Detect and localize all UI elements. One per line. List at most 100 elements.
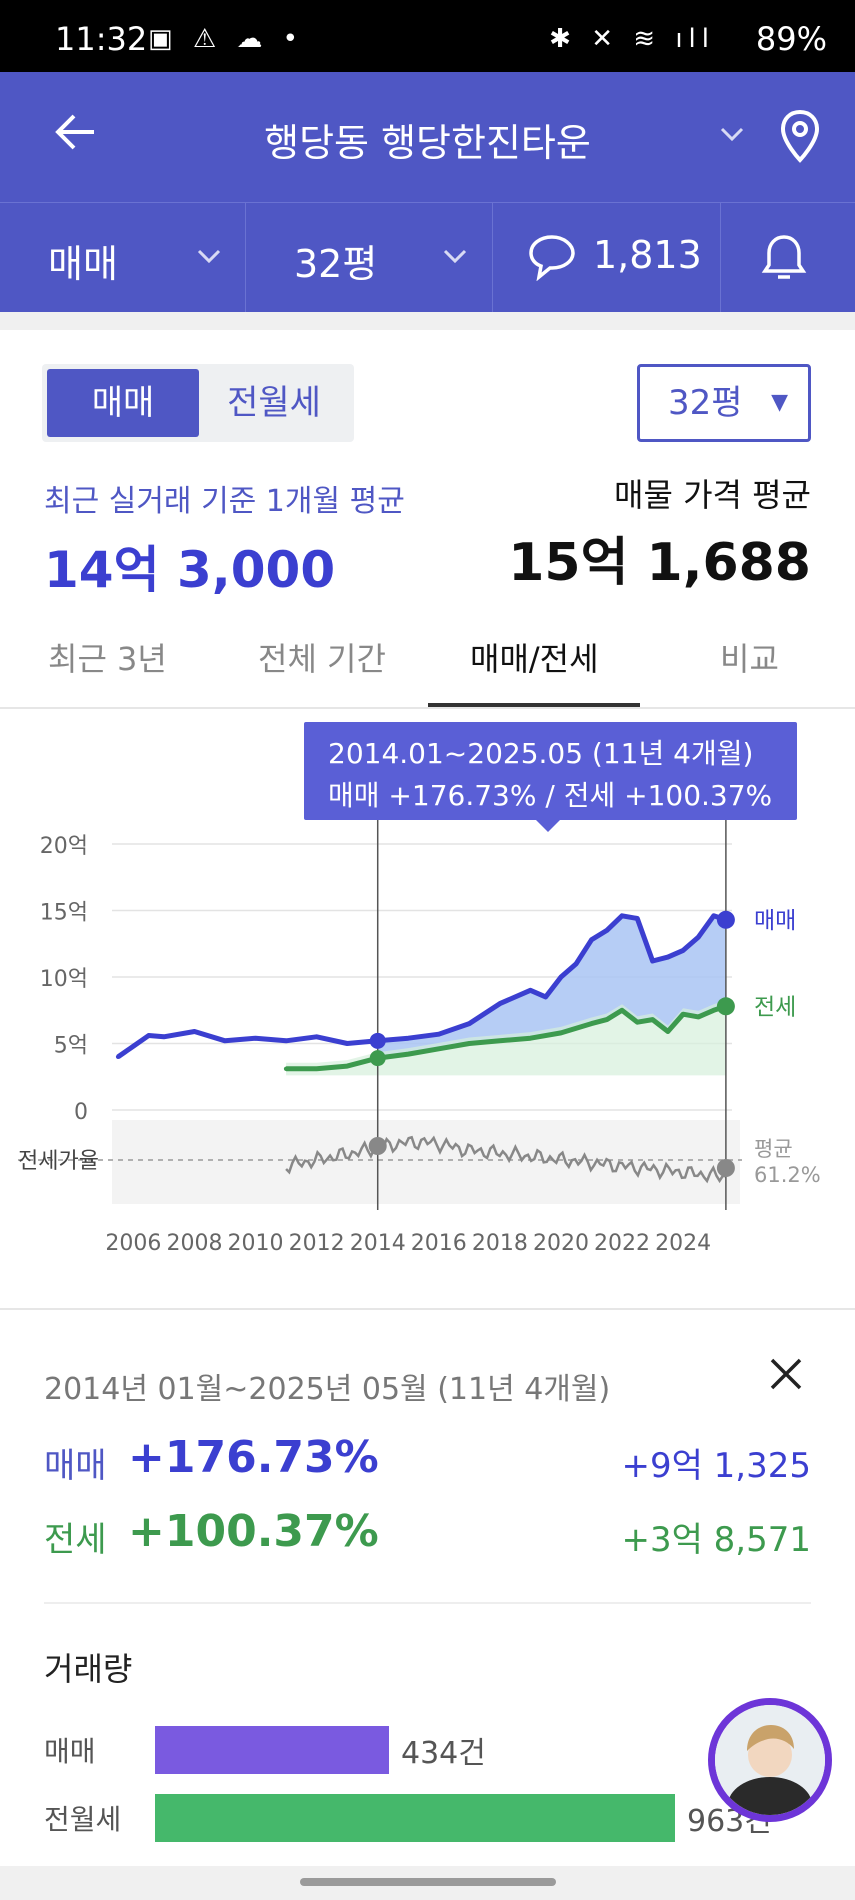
sale-point [619,913,625,919]
x-tick-label: 2014 [350,1231,406,1256]
sale-point [604,928,609,933]
sale-point [574,961,579,966]
sale-point [528,988,533,993]
trade-type-dropdown[interactable]: 매매 [0,203,246,313]
jeonse-change-label: 전세 [44,1520,107,1560]
pyeong-dropdown[interactable]: 32평 [246,203,493,313]
comments-button[interactable]: 1,813 [493,203,721,313]
sale-point [543,994,548,1000]
status-bar: 11:32 ▣ ⚠ ☁ • ✱ ✕ ≋ ıll 89% [0,0,855,72]
trade-type-label: 매매 [48,242,118,286]
page-title[interactable]: 행당동 행당한진타운 [264,121,591,165]
agent-avatar-button[interactable] [708,1698,832,1822]
jeonse-point [436,1046,441,1052]
jeonse-point [619,1008,625,1013]
home-indicator[interactable] [300,1878,556,1886]
tooltip-range: 2014.01~2025.05 (11년 4개월) [328,737,754,770]
sale-point [711,913,716,919]
ratio-label: 전세가율 [18,1149,99,1174]
chevron-down-icon[interactable] [718,120,746,150]
y-tick-label: 0 [74,1100,88,1125]
detail-range: 2014년 01월~2025년 05월 (11년 4개월) [44,1372,611,1407]
volume-rent-bar [155,1794,675,1842]
jeonse-end-label: 전세 [754,994,796,1020]
y-tick-label: 5억 [54,1034,88,1059]
sale-point [558,974,564,980]
jeonse-point [406,1051,411,1057]
jeonse-point [635,1020,640,1025]
sale-change-pct: +176.73% [128,1432,379,1483]
sale-point [680,948,686,953]
x-tick-label: 2022 [594,1231,650,1256]
sale-point [650,958,655,964]
listing-price-value: 15억 1,688 [508,533,811,593]
volume-rent-label: 전월세 [44,1803,122,1836]
back-arrow-icon[interactable] [50,106,102,171]
sale-end-marker [716,910,735,929]
sale-point [115,1054,121,1059]
jeonse-point [696,1014,701,1020]
x-tick-label: 2016 [411,1231,467,1256]
y-tick-label: 15억 [40,901,88,926]
pyeong-select-label: 32평 [668,383,743,423]
section-divider [44,1602,811,1604]
app-header: 행당동 행당한진타운 [0,72,855,202]
trade-toggle: 매매 전월세 [42,364,354,442]
notification-icons: ▣ ⚠ ☁ • [148,24,305,54]
jeonse-point [665,1029,671,1034]
toggle-rent[interactable]: 전월세 [227,383,321,423]
tab-recent-3y[interactable]: 최근 3년 [48,640,167,678]
sale-point [222,1038,228,1044]
jeonse-point [497,1038,503,1044]
volume-sale-label: 매매 [44,1735,96,1768]
jeonse-point [344,1063,350,1069]
pyeong-label: 32평 [294,242,378,286]
ratio-panel-bg [112,1120,740,1204]
close-icon[interactable] [766,1354,806,1405]
active-tab-indicator [428,703,640,707]
tab-sale-jeonse[interactable]: 매매/전세 [470,640,599,678]
sale-point [406,1035,411,1041]
sale-point [283,1038,289,1044]
sale-point [696,934,701,940]
sale-start-marker [369,1032,386,1049]
x-tick-label: 2010 [228,1231,284,1256]
jeonse-change-pct: +100.37% [128,1506,379,1557]
sale-point [436,1031,441,1037]
recent-price-label: 최근 실거래 기준 1개월 평균 [44,484,405,519]
x-tick-label: 2020 [533,1231,589,1256]
jeonse-point [467,1041,472,1046]
volume-title: 거래량 [44,1650,133,1688]
sale-point [635,916,640,921]
sale-point [161,1034,167,1040]
jeonse-point [680,1012,686,1017]
tab-compare[interactable]: 비교 [720,640,779,678]
listing-price-label: 매물 가격 평균 [614,476,811,514]
jeonse-end-marker [716,997,735,1016]
sale-point [467,1021,472,1026]
toggle-sale[interactable]: 매매 [47,369,199,437]
ratio-line [285,1135,727,1184]
x-tick-label: 2006 [105,1231,161,1256]
speech-bubble-icon [527,233,577,285]
y-tick-label: 10억 [40,967,88,992]
tab-all-period[interactable]: 전체 기간 [258,640,386,678]
notification-button[interactable] [721,203,855,313]
jeonse-point [528,1035,533,1041]
status-time: 11:32 [55,20,148,58]
comment-count: 1,813 [593,233,702,277]
tabs-divider [0,707,855,709]
system-icons: ✱ ✕ ≋ ıll [549,24,715,54]
sale-change-amount: +9억 1,325 [621,1446,811,1486]
pyeong-select[interactable]: 32평 ▼ [637,364,811,442]
jeonse-point [711,1008,716,1013]
sale-point [314,1034,319,1040]
location-pin-icon[interactable] [778,108,822,168]
triangle-down-icon: ▼ [771,390,788,415]
sale-point [344,1041,350,1046]
x-tick-label: 2008 [166,1231,222,1256]
tooltip-change: 매매 +176.73% / 전세 +100.37% [328,779,773,812]
recent-price-value: 14억 3,000 [44,541,336,599]
jeonse-point [558,1030,564,1036]
